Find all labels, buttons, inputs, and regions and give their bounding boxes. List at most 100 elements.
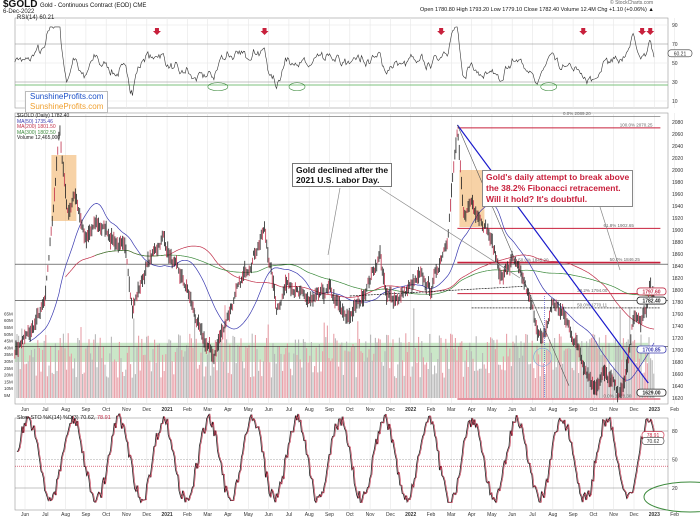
x-tick-label: Dec	[386, 512, 395, 518]
sto-tick-label: 50	[672, 458, 678, 464]
highlight-ellipse	[540, 82, 558, 92]
chart-date: 6-Dec-2022	[3, 9, 35, 15]
rsi-tick-label: 50	[672, 61, 678, 67]
x-tick-label: Jun	[21, 512, 29, 518]
x-tick-label: 2022	[405, 512, 416, 518]
price-tick-label: 1700	[672, 348, 683, 354]
down-arrow-icon	[260, 28, 269, 35]
x-tick-label: Dec	[630, 407, 639, 413]
x-tick-label: Oct	[346, 407, 354, 413]
x-tick-label: Sep	[81, 407, 90, 413]
x-tick-label: 2021	[162, 407, 173, 413]
x-tick-label: Nov	[366, 407, 375, 413]
volume-tick-label: 20M	[4, 373, 13, 378]
price-badge-label: 1782.40	[642, 299, 660, 305]
fib-level-label: 38.2% 1794.00	[577, 288, 608, 293]
highlight-ellipse	[207, 82, 229, 92]
down-arrow-icon	[638, 28, 647, 35]
price-tick-label: 1760	[672, 312, 683, 318]
sto-tick-label: 80	[672, 429, 678, 435]
highlight-circle	[533, 347, 553, 367]
quote-line: Open 1780.80 High 1793.20 Low 1779.10 Cl…	[420, 7, 654, 13]
fib-level-label: 50.0% 1845.20	[518, 257, 549, 262]
x-tick-label: Nov	[366, 512, 375, 518]
price-tick-label: 2020	[672, 156, 683, 162]
sto-k-label: Slow STO %K(14) %D(3) 70.62,	[17, 415, 96, 421]
x-tick-label: 2023	[649, 512, 660, 518]
fib-level-label: 61.8% 1902.65	[604, 223, 635, 228]
brand-box[interactable]: SunshineProfits.com SunshineProfits.com	[25, 91, 109, 113]
x-tick-label: May	[244, 407, 254, 413]
price-tick-label: 1920	[672, 216, 683, 222]
price-tick-label: 2000	[672, 168, 683, 174]
annotation-line: Gold declined after the	[296, 165, 389, 175]
rsi-badge-label: 60.21	[674, 51, 687, 57]
price-tick-label: 2080	[672, 120, 683, 126]
x-tick-label: Jul	[529, 407, 535, 413]
ma50-line	[29, 203, 655, 381]
x-tick-label: Mar	[447, 407, 456, 413]
x-tick-label: Dec	[386, 407, 395, 413]
x-tick-label: Oct	[590, 407, 598, 413]
volume-tick-label: 25M	[4, 366, 13, 371]
x-tick-label: Jun	[508, 512, 516, 518]
brand-link[interactable]: SunshineProfits.com	[30, 92, 104, 101]
x-tick-label: Oct	[590, 512, 598, 518]
symbol-name: Gold - Continuous Contract (EOD) CME	[39, 3, 147, 9]
annotation-line: Gold's daily attempt to break above	[486, 172, 630, 182]
x-tick-label: Jul	[286, 407, 292, 413]
price-badge-label: 1700.85	[642, 347, 660, 353]
x-tick-label: 2023	[649, 407, 660, 413]
support-band	[15, 342, 649, 362]
x-tick-label: Jun	[508, 407, 516, 413]
symbol: $GOLD	[3, 0, 38, 10]
x-tick-label: Feb	[427, 512, 436, 518]
x-tick-label: May	[487, 512, 497, 518]
price-tick-label: 1940	[672, 204, 683, 210]
volume-tick-label: 50M	[4, 332, 13, 337]
volume-tick-label: 45M	[4, 339, 13, 344]
price-tick-label: 2060	[672, 132, 683, 138]
x-tick-label: Sep	[569, 407, 578, 413]
volume-tick-label: 65M	[4, 311, 13, 316]
sto-legend: Slow STO %K(14) %D(3) 70.62, 78.91	[17, 415, 111, 421]
x-tick-label: Feb	[670, 512, 679, 518]
price-tick-label: 1780	[672, 300, 683, 306]
volume-tick-label: 55M	[4, 325, 13, 330]
x-tick-label: Jun	[21, 407, 29, 413]
rsi-tick-label: 90	[672, 23, 678, 29]
price-tick-label: 1640	[672, 384, 683, 390]
trend-line	[349, 286, 523, 297]
sto-d-label: 78.91	[97, 415, 111, 421]
x-tick-label: Mar	[203, 407, 212, 413]
down-arrow-icon	[437, 28, 446, 35]
labor-day-annotation: Gold declined after the 2021 U.S. Labor …	[292, 163, 393, 187]
x-tick-label: 2021	[162, 512, 173, 518]
annotation-pointer	[379, 187, 521, 279]
x-tick-label: Mar	[447, 512, 456, 518]
rsi-tick-label: 70	[672, 42, 678, 48]
sto-tick-label: 20	[672, 486, 678, 492]
x-tick-label: Aug	[61, 512, 70, 518]
price-badge-label: 1797.60	[642, 289, 660, 295]
down-arrow-icon	[579, 28, 588, 35]
rsi-badge	[667, 49, 693, 58]
volume-tick-label: 15M	[4, 379, 13, 384]
trend-line	[457, 124, 570, 387]
x-tick-label: Feb	[427, 407, 436, 413]
price-badge	[636, 296, 667, 305]
x-tick-label: Jul	[286, 512, 292, 518]
x-tick-label: Oct	[346, 512, 354, 518]
x-tick-label: Jul	[529, 512, 535, 518]
x-tick-label: Sep	[569, 512, 578, 518]
sto-d-line	[17, 413, 656, 504]
x-tick-label: Aug	[548, 512, 557, 518]
x-tick-label: Dec	[142, 407, 151, 413]
fib-level-label: 0.0% 2089.20	[563, 111, 591, 116]
x-tick-label: Apr	[224, 407, 232, 413]
highlight-box	[51, 155, 77, 221]
sto-badge	[641, 437, 665, 445]
brand-link-alt[interactable]: SunshineProfits.com	[30, 102, 104, 111]
x-tick-label: Aug	[305, 512, 314, 518]
